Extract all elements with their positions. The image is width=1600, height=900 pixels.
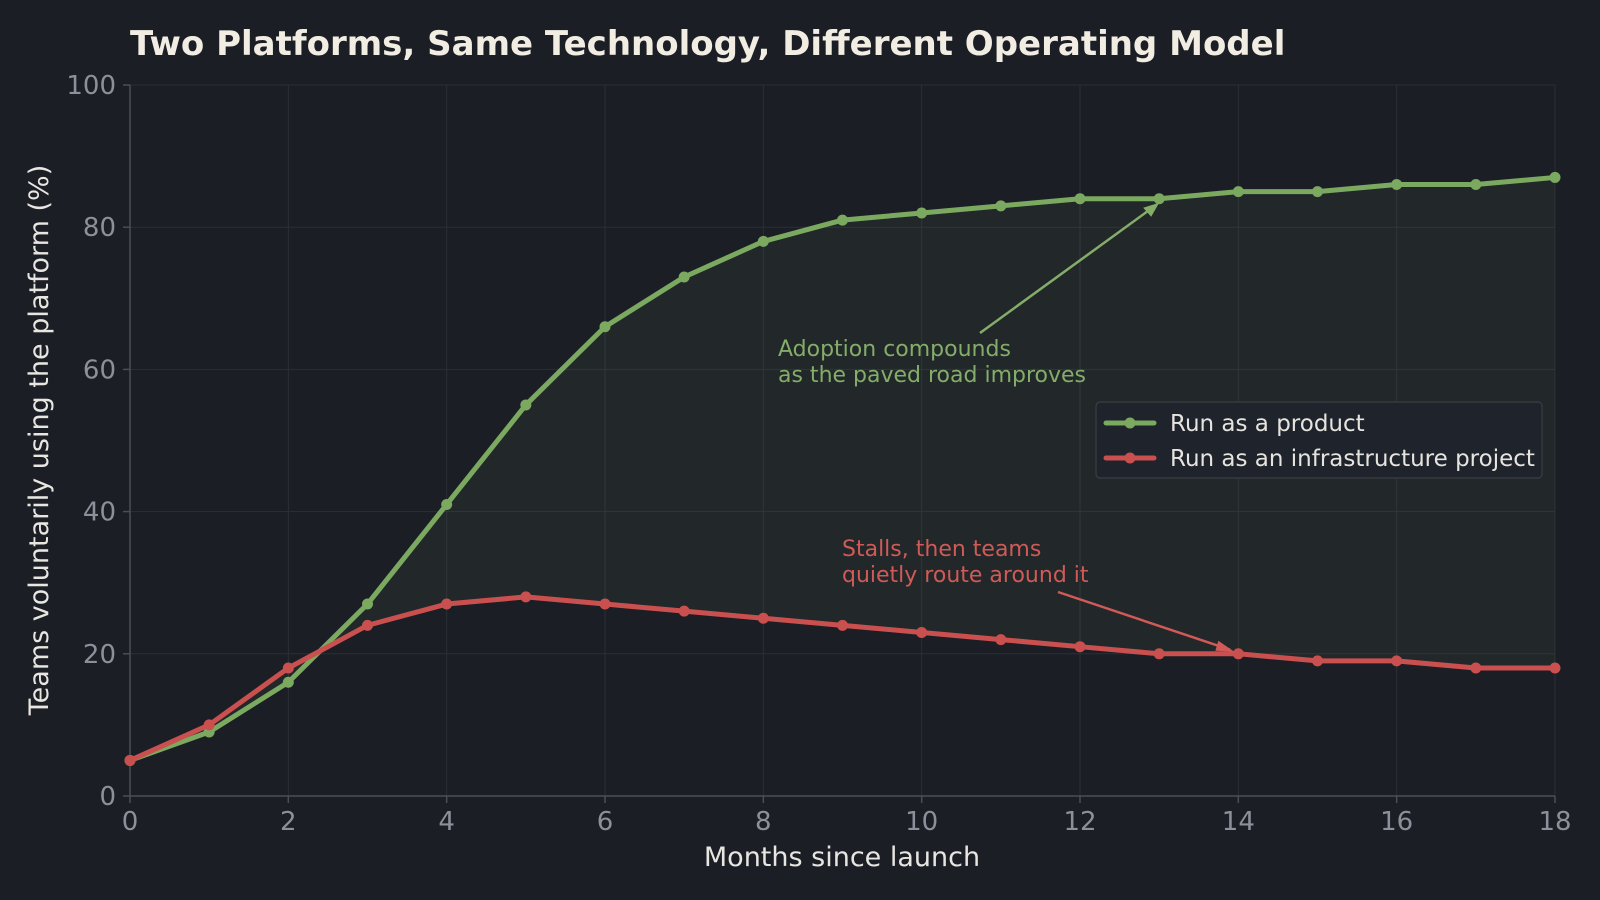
data-point-series-2 — [1312, 655, 1323, 667]
data-point-series-1 — [837, 214, 848, 226]
data-point-series-2 — [1153, 648, 1165, 660]
data-point-series-2 — [916, 626, 928, 638]
data-point-series-1 — [1470, 179, 1482, 191]
data-point-series-1 — [1312, 186, 1323, 198]
data-point-series-2 — [995, 634, 1007, 646]
fill-between-area — [130, 177, 1555, 761]
annotation-line: as the paved road improves — [778, 363, 1086, 388]
data-point-series-2 — [757, 612, 769, 624]
annotation-line: Stalls, then teams — [842, 537, 1041, 562]
data-point-series-1 — [1549, 171, 1561, 183]
y-axis-label: Teams voluntarily using the platform (%) — [24, 165, 55, 716]
annotations: Adoption compounds as the paved road impr… — [778, 202, 1235, 652]
legend-box — [1095, 401, 1543, 479]
data-point-series-1 — [599, 321, 611, 333]
chart-title: Two Platforms, Same Technology, Differen… — [130, 24, 1285, 64]
x-tick-label: 0 — [122, 807, 139, 837]
axes: 0 2 4 6 8 10 12 14 16 18 0 20 40 60 80 100 — [66, 71, 1571, 837]
data-point-series-1 — [362, 598, 373, 610]
x-tick-label: 16 — [1380, 807, 1413, 837]
data-point-series-2 — [124, 754, 136, 766]
x-tick-label: 8 — [755, 807, 772, 837]
legend-swatch-marker — [1124, 417, 1136, 429]
data-point-series-2 — [599, 598, 611, 610]
data-point-series-1 — [1391, 179, 1403, 191]
annotation-line: Adoption compounds — [778, 337, 1011, 362]
data-point-series-2 — [520, 591, 532, 603]
data-point-series-2 — [837, 619, 848, 631]
legend-label: Run as a product — [1170, 411, 1365, 437]
data-point-series-1 — [1074, 193, 1086, 205]
annotation-green-arrowhead — [1143, 202, 1160, 217]
annotation-line: quietly route around it — [842, 563, 1089, 588]
x-axis-label: Months since launch — [704, 842, 980, 873]
annotation-red-arrowhead — [1215, 640, 1235, 652]
data-point-series-2 — [441, 598, 453, 610]
data-point-series-2 — [1470, 662, 1482, 674]
data-point-series-2 — [203, 719, 215, 731]
data-point-series-1 — [678, 271, 690, 283]
data-point-series-1 — [282, 676, 294, 688]
data-point-series-2 — [678, 605, 690, 617]
data-point-series-2 — [362, 619, 373, 631]
data-point-series-1 — [757, 235, 769, 247]
y-tick-label: 20 — [83, 640, 116, 670]
series-lines — [124, 171, 1561, 766]
legend: Run as a product Run as an infrastructure… — [1095, 401, 1543, 479]
x-tick-label: 12 — [1063, 807, 1096, 837]
y-tick-label: 0 — [99, 782, 116, 812]
annotation-red-text: Stalls, then teams quietly route around i… — [842, 537, 1089, 588]
annotation-green-arrow — [979, 204, 1156, 335]
legend-label: Run as an infrastructure project — [1170, 446, 1535, 472]
x-tick-label: 4 — [438, 807, 455, 837]
x-tick-label: 18 — [1538, 807, 1571, 837]
data-point-series-1 — [916, 207, 928, 219]
x-tick-label: 6 — [597, 807, 614, 837]
data-point-series-1 — [995, 200, 1007, 212]
annotation-green-text: Adoption compounds as the paved road impr… — [778, 337, 1086, 388]
y-tick-label: 60 — [83, 355, 116, 385]
y-tick-label: 100 — [66, 71, 116, 101]
data-point-series-2 — [1549, 662, 1561, 674]
data-point-series-2 — [1074, 641, 1086, 653]
data-point-series-1 — [1153, 193, 1165, 205]
x-tick-label: 10 — [905, 807, 938, 837]
data-point-series-1 — [441, 498, 453, 510]
annotation-red-arrow — [1057, 590, 1231, 651]
data-point-series-2 — [282, 662, 294, 674]
data-point-series-1 — [1232, 186, 1244, 198]
x-tick-label: 14 — [1222, 807, 1255, 837]
data-point-series-2 — [1232, 648, 1244, 660]
area-between-series — [130, 177, 1555, 761]
legend-swatch-marker — [1124, 452, 1136, 464]
y-tick-label: 40 — [83, 498, 116, 528]
x-tick-label: 2 — [280, 807, 297, 837]
y-tick-label: 80 — [83, 213, 116, 243]
data-point-series-2 — [1391, 655, 1403, 667]
data-point-series-1 — [520, 399, 532, 411]
